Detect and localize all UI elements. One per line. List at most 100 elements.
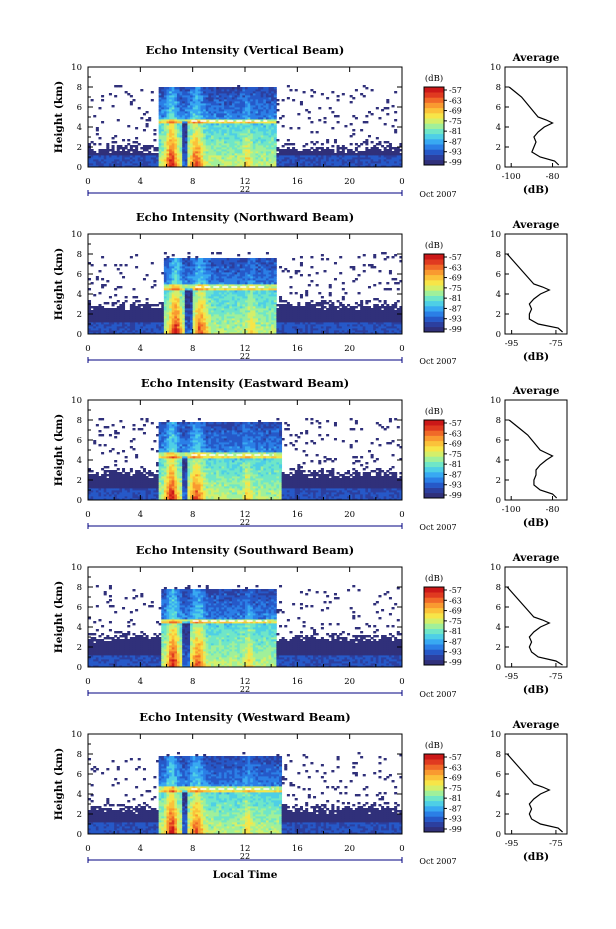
heatmap-cell bbox=[271, 151, 275, 154]
heatmap-cell bbox=[122, 308, 126, 311]
heatmap-cell bbox=[208, 131, 212, 134]
heatmap-cell bbox=[336, 159, 340, 162]
heatmap-cell bbox=[208, 326, 212, 329]
heatmap-cell bbox=[250, 302, 254, 305]
heatmap-cell bbox=[161, 87, 165, 90]
heatmap-cell bbox=[224, 310, 228, 313]
heatmap-cell bbox=[383, 157, 387, 160]
heatmap-cell bbox=[336, 121, 340, 124]
heatmap-cell bbox=[208, 121, 212, 124]
heatmap-cell bbox=[145, 326, 149, 329]
heatmap-cell bbox=[171, 266, 175, 269]
heatmap-cell bbox=[142, 318, 146, 321]
heatmap-cell bbox=[197, 155, 201, 158]
heatmap-cell bbox=[108, 163, 112, 166]
heatmap-cell bbox=[197, 328, 201, 331]
heatmap-cell bbox=[111, 318, 115, 321]
heatmap-cell bbox=[226, 310, 230, 313]
heatmap-cell bbox=[255, 145, 259, 148]
heatmap-cell bbox=[200, 332, 204, 335]
heatmap-cell bbox=[203, 264, 207, 267]
heatmap-cell bbox=[237, 300, 241, 303]
heatmap-cell bbox=[336, 147, 340, 150]
heatmap-cell bbox=[260, 262, 264, 265]
heatmap-cell bbox=[182, 139, 186, 142]
heatmap-cell bbox=[260, 139, 264, 142]
heatmap-cell bbox=[341, 161, 345, 164]
heatmap-cell bbox=[166, 137, 170, 140]
heatmap-cell bbox=[192, 133, 196, 136]
heatmap-cell bbox=[339, 155, 343, 158]
heatmap-cell bbox=[268, 143, 272, 146]
heatmap-cell bbox=[203, 111, 207, 114]
heatmap-cell bbox=[250, 89, 254, 92]
heatmap-cell bbox=[169, 262, 173, 265]
heatmap-cell bbox=[119, 326, 123, 329]
heatmap-cell bbox=[179, 272, 183, 275]
heatmap-cell bbox=[331, 155, 335, 158]
heatmap-cell bbox=[127, 320, 131, 323]
heatmap-cell bbox=[114, 324, 118, 327]
heatmap-cell bbox=[255, 97, 259, 100]
colorbar-swatch bbox=[424, 139, 444, 145]
heatmap-cell bbox=[210, 129, 214, 132]
heatmap-cell bbox=[255, 135, 259, 138]
heatmap-cell bbox=[179, 326, 183, 329]
heatmap-cell bbox=[218, 296, 222, 299]
heatmap-cell bbox=[108, 324, 112, 327]
heatmap-cell bbox=[114, 155, 118, 158]
heatmap-cell bbox=[106, 155, 110, 158]
heatmap-cell bbox=[192, 101, 196, 104]
heatmap-cell bbox=[195, 270, 199, 273]
heatmap-cell bbox=[129, 153, 133, 156]
heatmap-cell bbox=[279, 296, 283, 299]
heatmap-cell bbox=[203, 258, 207, 261]
heatmap-cell bbox=[111, 157, 115, 160]
heatmap-cell bbox=[148, 153, 152, 156]
heatmap-cell bbox=[171, 109, 175, 112]
heatmap-cell bbox=[216, 109, 220, 112]
heatmap-cell bbox=[213, 137, 217, 140]
heatmap-cell bbox=[216, 282, 220, 285]
heatmap-cell bbox=[124, 320, 128, 323]
heatmap-cell bbox=[103, 264, 107, 267]
heatmap-cell bbox=[365, 161, 369, 164]
heatmap-cell bbox=[192, 147, 196, 150]
heatmap-cell bbox=[111, 310, 115, 313]
heatmap-cell bbox=[200, 149, 204, 152]
heatmap-cell bbox=[195, 280, 199, 283]
heatmap-cell bbox=[294, 161, 298, 164]
heatmap-cell bbox=[174, 322, 178, 325]
heatmap-cell bbox=[362, 85, 366, 88]
heatmap-cell bbox=[187, 322, 191, 325]
heatmap-cell bbox=[205, 153, 209, 156]
heatmap-cell bbox=[276, 312, 280, 315]
heatmap-cell bbox=[268, 99, 272, 102]
heatmap-cell bbox=[268, 280, 272, 283]
heatmap-cell bbox=[258, 115, 262, 118]
heatmap-cell bbox=[229, 286, 233, 289]
heatmap-cell bbox=[234, 276, 238, 279]
heatmap-cell bbox=[103, 149, 107, 152]
heatmap-cell bbox=[218, 282, 222, 285]
heatmap-cell bbox=[271, 262, 275, 265]
heatmap-cell bbox=[182, 137, 186, 140]
heatmap-cell bbox=[294, 149, 298, 152]
heatmap-cell bbox=[88, 145, 92, 148]
heatmap-cell bbox=[166, 135, 170, 138]
heatmap-cell bbox=[375, 107, 379, 110]
heatmap-cell bbox=[292, 161, 296, 164]
heatmap-cell bbox=[166, 316, 170, 319]
heatmap-cell bbox=[276, 159, 280, 162]
heatmap-cell bbox=[145, 324, 149, 327]
heatmap-cell bbox=[142, 310, 146, 313]
heatmap-cell bbox=[200, 105, 204, 108]
heatmap-cell bbox=[216, 159, 220, 162]
heatmap-cell bbox=[200, 330, 204, 333]
heatmap-cell bbox=[239, 125, 243, 128]
heatmap-cell bbox=[226, 284, 230, 287]
heatmap-cell bbox=[250, 137, 254, 140]
heatmap-cell bbox=[205, 306, 209, 309]
heatmap-cell bbox=[142, 320, 146, 323]
heatmap-cell bbox=[190, 302, 194, 305]
